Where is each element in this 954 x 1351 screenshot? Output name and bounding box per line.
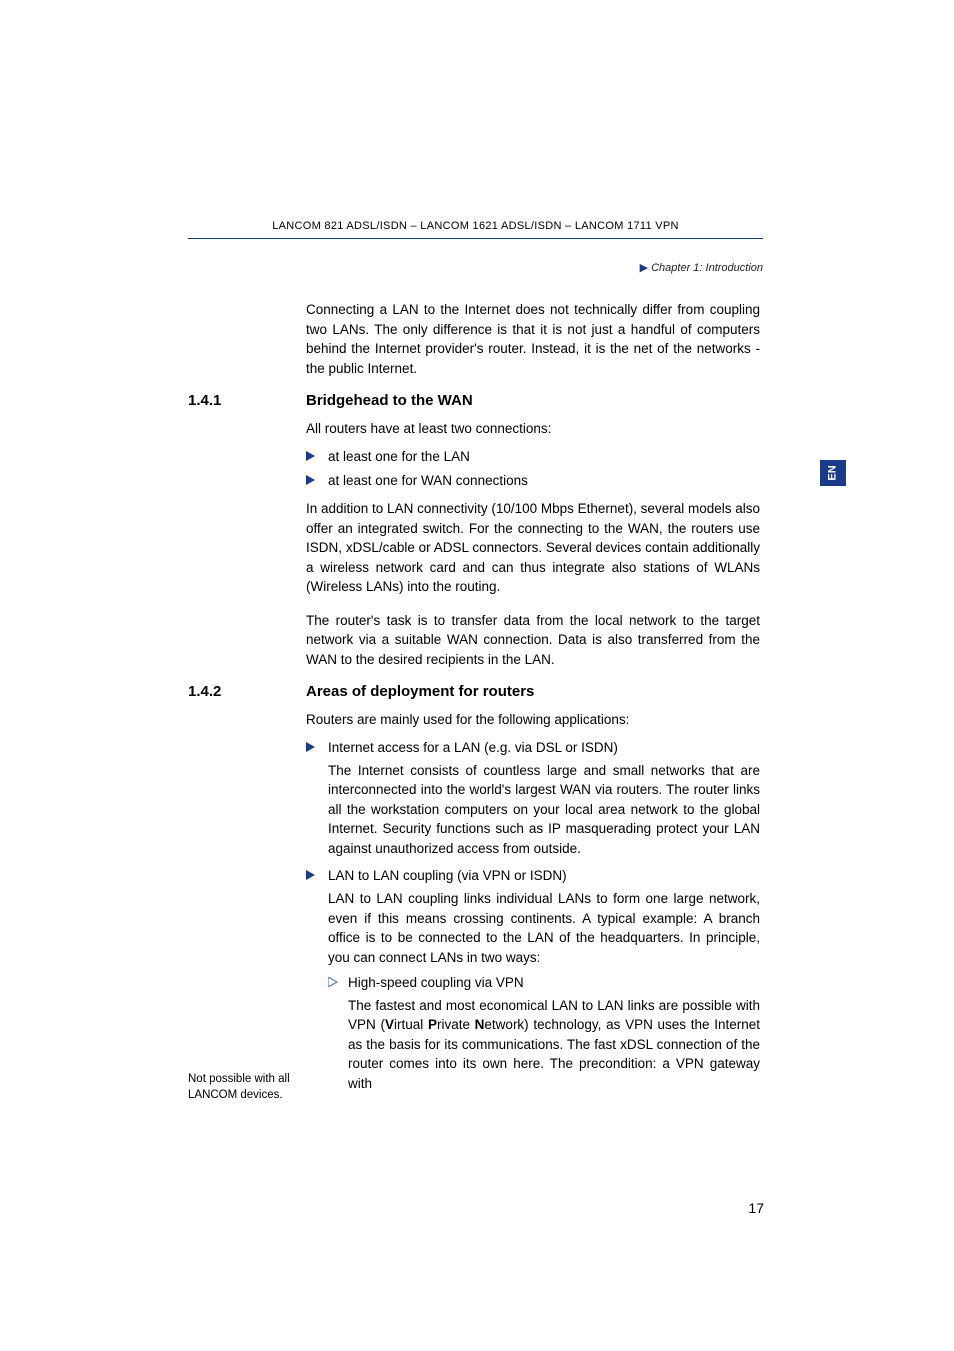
bullet-item: at least one for the LAN	[306, 447, 760, 467]
triangle-icon: ▶	[640, 262, 648, 274]
section1-p1: In addition to LAN connectivity (10/100 …	[306, 499, 760, 597]
triangle-icon	[306, 471, 328, 491]
page-number: 17	[748, 1200, 764, 1216]
bullet-item: LAN to LAN coupling (via VPN or ISDN) LA…	[306, 866, 760, 967]
triangle-icon	[306, 866, 328, 967]
triangle-icon	[306, 738, 328, 858]
page-content: LANCOM 821 ADSL/ISDN – LANCOM 1621 ADSL/…	[188, 220, 763, 1097]
triangle-icon	[306, 447, 328, 467]
bullet-item: Internet access for a LAN (e.g. via DSL …	[306, 738, 760, 858]
section-number: 1.4.1	[188, 392, 306, 409]
intro-paragraph: Connecting a LAN to the Internet does no…	[306, 300, 760, 378]
hollow-triangle-icon	[328, 973, 348, 1093]
section1-p2: The router's task is to transfer data fr…	[306, 611, 760, 670]
vpn-description: The fastest and most economical LAN to L…	[348, 996, 760, 1094]
running-head: ▶Chapter 1: Introduction	[188, 261, 763, 274]
language-tab: EN	[820, 460, 846, 486]
section-title: Areas of deployment for routers	[306, 683, 534, 700]
section-title: Bridgehead to the WAN	[306, 392, 473, 409]
section-2-heading: 1.4.2 Areas of deployment for routers	[188, 683, 763, 700]
sub-bullet-item: High-speed coupling via VPN The fastest …	[328, 973, 760, 1093]
section2-lead: Routers are mainly used for the followin…	[306, 710, 760, 730]
margin-note: Not possible with all LANCOM devices.	[188, 1072, 300, 1103]
section1-lead: All routers have at least two connection…	[306, 419, 760, 439]
section-number: 1.4.2	[188, 683, 306, 700]
bullet-item: at least one for WAN connections	[306, 471, 760, 491]
section-1-heading: 1.4.1 Bridgehead to the WAN	[188, 392, 763, 409]
header-product-line: LANCOM 821 ADSL/ISDN – LANCOM 1621 ADSL/…	[188, 220, 763, 239]
